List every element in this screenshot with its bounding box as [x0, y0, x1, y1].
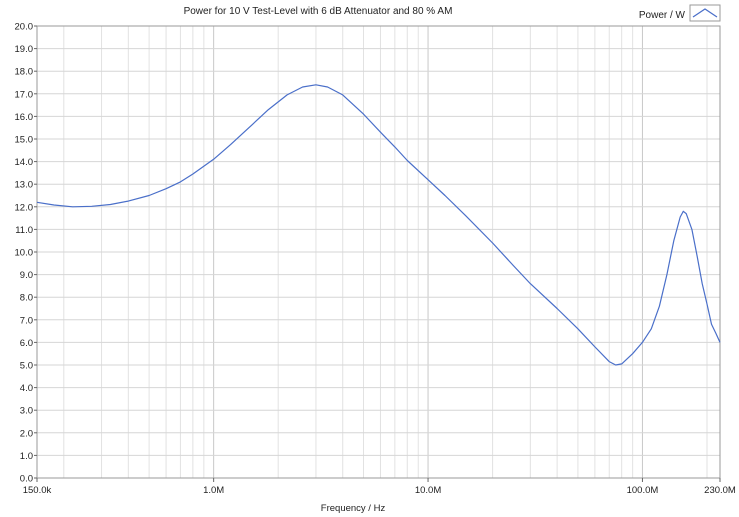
y-tick-label: 20.0 — [15, 22, 34, 33]
y-tick-label: 18.0 — [15, 67, 34, 78]
y-tick-label: 9.0 — [20, 270, 33, 281]
y-tick-label: 7.0 — [20, 315, 33, 326]
grid — [37, 26, 720, 478]
y-tick-label: 1.0 — [20, 451, 33, 462]
x-tick-label: 150.0k — [23, 485, 52, 496]
x-axis-label: Frequency / Hz — [321, 503, 386, 514]
y-tick-label: 13.0 — [15, 180, 34, 191]
y-tick-label: 17.0 — [15, 89, 34, 100]
y-tick-label: 10.0 — [15, 248, 34, 259]
y-tick-label: 8.0 — [20, 293, 33, 304]
y-tick-label: 16.0 — [15, 112, 34, 123]
y-tick-label: 6.0 — [20, 338, 33, 349]
y-tick-label: 14.0 — [15, 157, 34, 168]
y-tick-label: 2.0 — [20, 428, 33, 439]
y-tick-label: 15.0 — [15, 135, 34, 146]
y-tick-label: 4.0 — [20, 383, 33, 394]
legend-line-icon — [692, 8, 718, 18]
legend-swatch — [689, 4, 721, 22]
y-tick-label: 12.0 — [15, 202, 34, 213]
y-tick-label: 0.0 — [20, 474, 33, 485]
legend-label: Power / W — [639, 10, 686, 21]
x-tick-label: 100.0M — [627, 485, 659, 496]
x-tick-label: 230.0M — [704, 485, 736, 496]
x-tick-label: 1.0M — [203, 485, 224, 496]
x-axis: 150.0k 1.0M 10.0M 100.0M 230.0M — [23, 478, 736, 496]
y-axis: 0.0 1.0 2.0 3.0 4.0 5.0 6.0 7.0 8.0 9.0 10.0 11.0 12… — [15, 22, 37, 485]
y-tick-label: 3.0 — [20, 406, 33, 417]
y-tick-label: 5.0 — [20, 361, 33, 372]
y-tick-label: 19.0 — [15, 44, 34, 55]
x-tick-label: 10.0M — [415, 485, 441, 496]
chart-title: Power for 10 V Test-Level with 6 dB Atte… — [184, 6, 453, 17]
legend: Power / W — [639, 4, 721, 22]
series-layer — [36, 84, 721, 366]
y-tick-label: 11.0 — [15, 225, 33, 236]
series-line-power — [36, 84, 721, 366]
